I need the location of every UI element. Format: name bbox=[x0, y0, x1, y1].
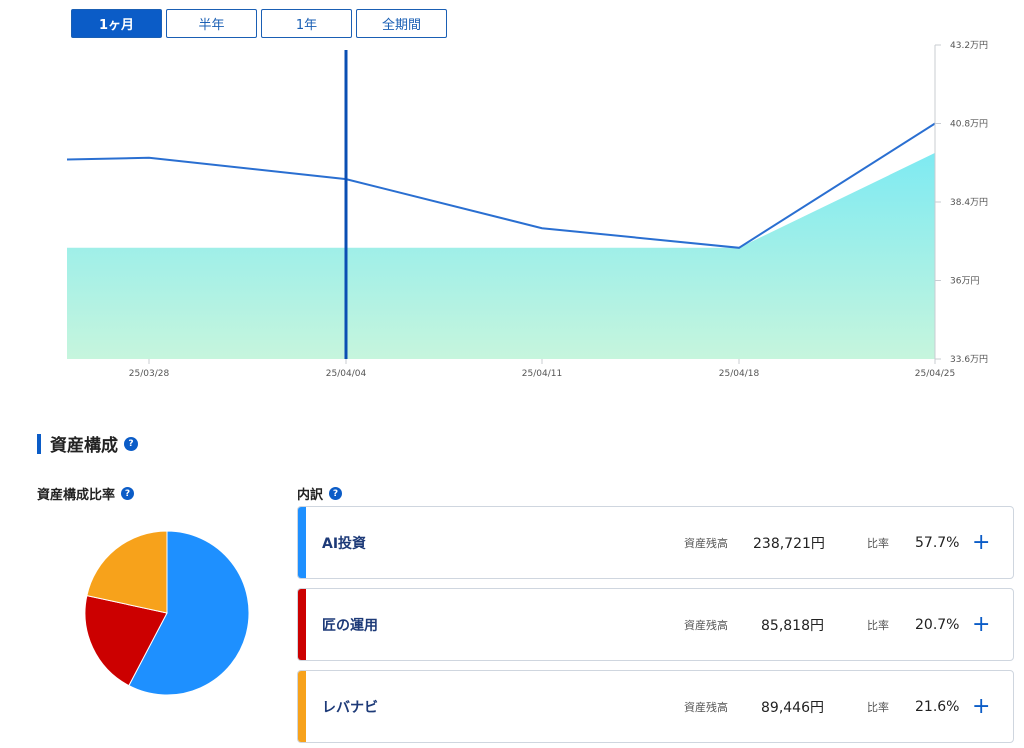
balance-value: 85,818円 bbox=[761, 617, 824, 634]
line-series bbox=[66, 122, 936, 249]
section-asset-composition: 資産構成 ? bbox=[37, 431, 138, 456]
help-icon[interactable]: ? bbox=[121, 487, 135, 500]
help-icon[interactable]: ? bbox=[329, 487, 343, 500]
expand-plus-icon[interactable]: + bbox=[972, 693, 991, 719]
card-name[interactable]: レバナビ bbox=[322, 699, 378, 716]
tab-1-month[interactable]: 1ヶ月 bbox=[71, 9, 162, 38]
y-tick-label: 33.6万円 bbox=[950, 354, 988, 365]
composition-ratio-title: 資産構成比率 bbox=[37, 488, 116, 503]
y-tick-label: 40.8万円 bbox=[950, 119, 988, 130]
composition-ratio-heading: 資産構成比率 ? bbox=[37, 484, 135, 503]
composition-pie-chart bbox=[84, 530, 250, 696]
balance-label: 資産残高 bbox=[684, 536, 728, 550]
card-color-stripe bbox=[298, 589, 306, 660]
x-tick-label: 25/04/18 bbox=[719, 369, 760, 379]
card-color-stripe bbox=[298, 507, 306, 578]
ratio-value: 57.7% bbox=[915, 534, 960, 551]
balance-label: 資産残高 bbox=[684, 700, 728, 714]
x-tick-label: 25/04/25 bbox=[915, 369, 955, 379]
section-title: 資産構成 bbox=[50, 436, 118, 456]
breakdown-heading: 内訳 ? bbox=[297, 484, 343, 503]
ratio-label: 比率 bbox=[867, 536, 889, 550]
area-series bbox=[67, 152, 935, 359]
x-tick-label: 25/04/11 bbox=[522, 369, 562, 379]
pie-slice[interactable] bbox=[86, 530, 168, 614]
breakdown-card-ai: AI投資 資産残高 238,721円 比率 57.7% + bbox=[297, 506, 1014, 579]
balance-label: 資産残高 bbox=[684, 618, 728, 632]
breakdown-card-takumi: 匠の運用 資産残高 85,818円 比率 20.7% + bbox=[297, 588, 1014, 661]
card-color-stripe bbox=[298, 671, 306, 742]
x-tick-label: 25/04/04 bbox=[326, 369, 367, 379]
card-name[interactable]: 匠の運用 bbox=[322, 617, 378, 634]
y-tick-label: 36万円 bbox=[950, 276, 979, 287]
tab-all-period[interactable]: 全期間 bbox=[356, 9, 447, 38]
card-name[interactable]: AI投資 bbox=[322, 535, 367, 552]
pie-slice[interactable] bbox=[128, 530, 250, 696]
tab-1-year[interactable]: 1年 bbox=[261, 9, 352, 38]
pie-slice[interactable] bbox=[84, 595, 168, 687]
expand-plus-icon[interactable]: + bbox=[972, 529, 991, 555]
expand-plus-icon[interactable]: + bbox=[972, 611, 991, 637]
y-tick-label: 43.2万円 bbox=[950, 40, 988, 51]
x-tick-label: 25/03/28 bbox=[129, 369, 170, 379]
section-accent-bar bbox=[37, 433, 41, 454]
breakdown-card-levanavi: レバナビ 資産残高 89,446円 比率 21.6% + bbox=[297, 670, 1014, 743]
help-icon[interactable]: ? bbox=[124, 436, 138, 451]
ratio-label: 比率 bbox=[867, 618, 889, 632]
breakdown-title: 内訳 bbox=[297, 488, 324, 503]
asset-chart-svg: 43.2万円 40.8万円 38.4万円 36万円 33.6万円 25/03/28 25/0… bbox=[66, 40, 988, 379]
period-tabs: 1ヶ月 半年 1年 全期間 bbox=[71, 9, 451, 38]
asset-chart[interactable]: 43.2万円 40.8万円 38.4万円 36万円 33.6万円 25/03/28 25/0… bbox=[0, 40, 1024, 385]
tab-half-year[interactable]: 半年 bbox=[166, 9, 257, 38]
ratio-label: 比率 bbox=[867, 700, 889, 714]
ratio-value: 20.7% bbox=[915, 616, 960, 633]
ratio-value: 21.6% bbox=[915, 698, 960, 715]
y-tick-label: 38.4万円 bbox=[950, 197, 988, 208]
balance-value: 238,721円 bbox=[753, 535, 825, 552]
balance-value: 89,446円 bbox=[761, 699, 824, 716]
